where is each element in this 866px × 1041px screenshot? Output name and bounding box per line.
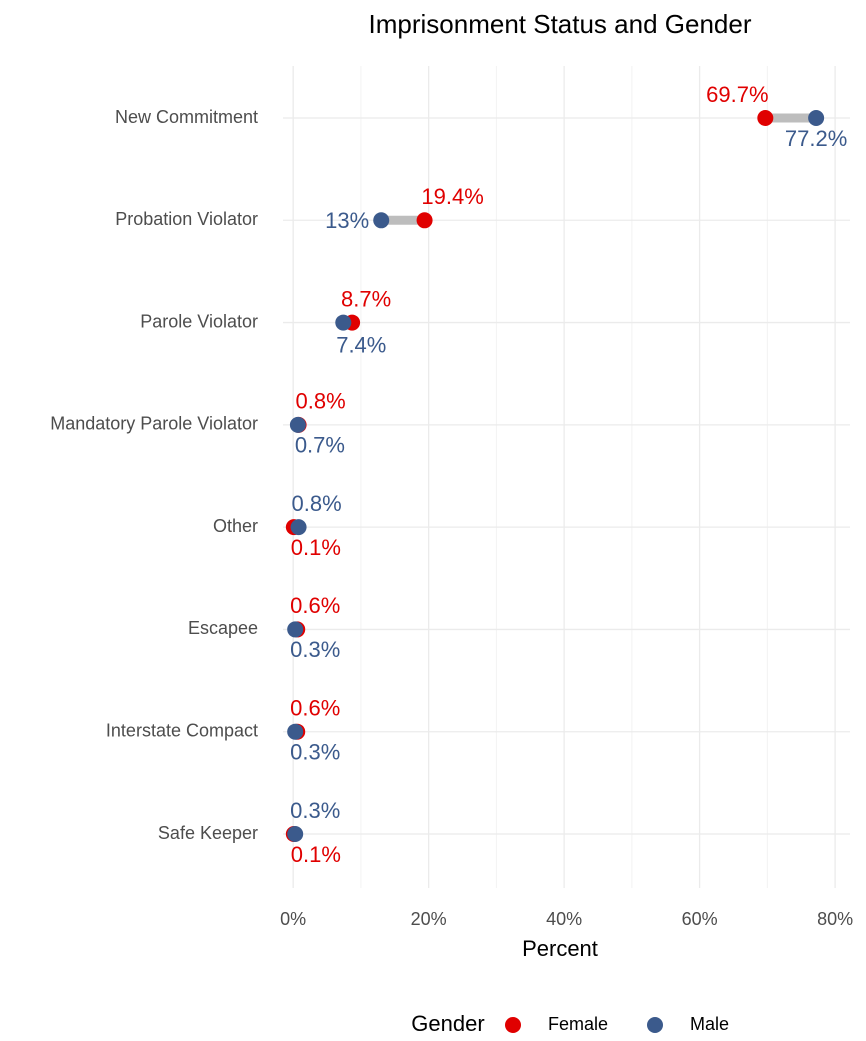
value-label: 0.7%: [295, 433, 345, 458]
x-axis-label: Percent: [522, 936, 598, 961]
value-label: 0.3%: [290, 637, 340, 662]
y-tick-label: Other: [213, 516, 258, 536]
legend-label: Male: [690, 1014, 729, 1034]
dot: [808, 110, 825, 126]
dot: [287, 621, 304, 638]
chart-title: Imprisonment Status and Gender: [369, 9, 752, 39]
value-label: 69.7%: [706, 82, 768, 107]
value-label: 0.6%: [290, 593, 340, 618]
y-tick-label: Safe Keeper: [158, 823, 258, 843]
value-label: 0.1%: [291, 535, 341, 560]
y-tick-label: Parole Violator: [140, 311, 258, 331]
dot: [757, 110, 774, 126]
value-label: 0.3%: [290, 740, 340, 765]
y-tick-label: New Commitment: [115, 107, 258, 127]
value-label: 19.4%: [421, 184, 483, 209]
value-label: 0.1%: [291, 842, 341, 867]
y-tick-label: Interstate Compact: [106, 720, 258, 740]
y-tick-label: Mandatory Parole Violator: [50, 414, 258, 434]
dot: [373, 212, 390, 229]
dot: [335, 314, 352, 331]
x-tick-label: 20%: [411, 909, 447, 929]
value-label: 7.4%: [336, 332, 386, 357]
dot: [287, 723, 304, 740]
value-label: 77.2%: [785, 126, 847, 151]
y-tick-label: Escapee: [188, 618, 258, 638]
dot: [289, 416, 306, 433]
value-label: 8.7%: [341, 286, 391, 311]
x-tick-label: 60%: [682, 909, 718, 929]
legend-title: Gender: [411, 1011, 484, 1036]
dot: [416, 212, 433, 229]
legend-label: Female: [548, 1014, 608, 1034]
value-label: 13%: [325, 208, 369, 233]
legend-swatch: [505, 1017, 521, 1033]
x-tick-label: 0%: [280, 909, 306, 929]
value-label: 0.8%: [292, 491, 342, 516]
value-label: 0.3%: [290, 798, 340, 823]
x-tick-label: 80%: [817, 909, 853, 929]
legend-swatch: [647, 1017, 663, 1033]
x-tick-label: 40%: [546, 909, 582, 929]
y-tick-label: Probation Violator: [115, 209, 258, 229]
dot: [287, 826, 304, 842]
dot: [290, 519, 307, 536]
value-label: 0.8%: [296, 389, 346, 414]
value-label: 0.6%: [290, 696, 340, 721]
